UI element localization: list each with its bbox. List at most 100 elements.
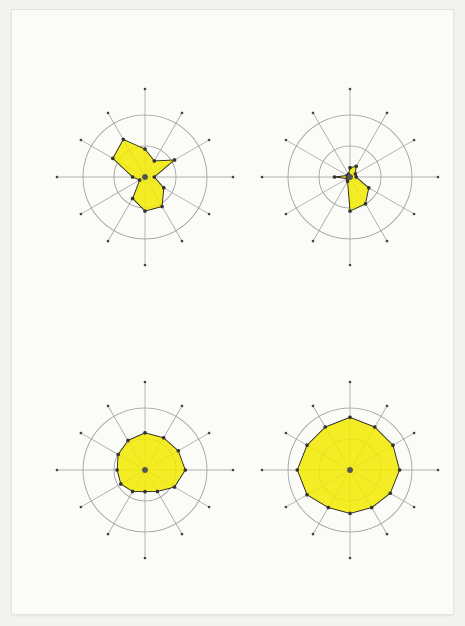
radar-data-point <box>366 186 371 190</box>
radar-data-point <box>369 505 374 510</box>
radar-data-point <box>143 147 147 151</box>
spoke-end-dot <box>180 239 184 243</box>
radar-data-point <box>295 468 300 472</box>
radar-data-point <box>354 175 359 179</box>
radar-center-hub <box>347 174 353 180</box>
spoke-end-dot <box>385 404 389 408</box>
spoke-end-dot <box>79 212 83 216</box>
spoke-end-dot <box>348 87 352 91</box>
radar-data-point <box>143 209 147 213</box>
spoke-end-dot <box>385 111 389 115</box>
spoke-end-dot <box>284 431 288 435</box>
spoke-end-dot <box>385 532 389 536</box>
radar-data-point <box>121 137 126 142</box>
spoke-end-dot <box>231 468 235 472</box>
radar-data-point <box>305 443 309 448</box>
radar-data-point <box>388 491 393 496</box>
spoke-end-dot <box>207 431 211 435</box>
spoke-end-dot <box>260 468 264 472</box>
spoke-end-dot <box>412 138 416 142</box>
radar-data-point <box>172 158 177 162</box>
spoke-end-dot <box>180 111 184 115</box>
radar-chart-bottom-left <box>55 380 235 560</box>
radar-data-point <box>354 164 359 169</box>
radar-series-area <box>296 416 401 514</box>
radar-center-hub <box>347 467 353 473</box>
spoke-end-dot <box>348 380 352 384</box>
spoke-end-dot <box>143 87 147 91</box>
radar-data-point <box>348 415 352 420</box>
spoke-end-dot <box>55 175 59 179</box>
spoke-end-dot <box>143 263 147 267</box>
spoke-end-dot <box>106 404 110 408</box>
spoke-end-dot <box>207 212 211 216</box>
radar-chart-top-left <box>55 87 235 267</box>
spoke-end-dot <box>55 468 59 472</box>
radar-data-point <box>348 165 352 170</box>
spoke-end-dot <box>207 138 211 142</box>
radar-data-point <box>353 172 358 176</box>
spoke-end-dot <box>385 239 389 243</box>
radar-data-point <box>176 448 181 453</box>
spoke-end-dot <box>79 431 83 435</box>
spoke-end-dot <box>106 239 110 243</box>
radar-data-point <box>137 178 142 182</box>
spoke-end-dot <box>284 505 288 509</box>
radar-data-point <box>363 202 368 206</box>
spoke-end-dot <box>284 138 288 142</box>
spoke-end-dot <box>106 111 110 115</box>
spoke-end-dot <box>348 556 352 560</box>
radar-data-point <box>143 489 147 494</box>
spoke-end-dot <box>231 175 235 179</box>
spoke-end-dot <box>311 239 315 243</box>
radar-data-point <box>323 425 328 429</box>
radar-spoke <box>285 139 351 178</box>
radar-data-point <box>326 505 331 510</box>
radar-spoke <box>312 112 351 178</box>
radar-spoke <box>312 176 351 242</box>
spoke-end-dot <box>79 138 83 142</box>
radar-data-point <box>152 159 157 163</box>
radar-data-point <box>305 493 309 497</box>
radar-data-point <box>110 156 115 161</box>
radar-data-point <box>172 485 177 489</box>
radar-data-point <box>130 489 135 494</box>
radar-data-point <box>155 489 160 494</box>
radar-data-point <box>161 435 166 440</box>
spoke-end-dot <box>311 111 315 115</box>
radar-data-point <box>391 443 395 448</box>
spoke-end-dot <box>180 532 184 536</box>
radar-data-point <box>130 175 135 179</box>
radar-series-area <box>334 165 370 212</box>
radar-center-hub <box>142 467 148 473</box>
spoke-end-dot <box>180 404 184 408</box>
document-sheet <box>12 10 453 614</box>
spoke-end-dot <box>106 532 110 536</box>
radar-data-point <box>373 425 377 429</box>
radar-data-point <box>161 186 166 190</box>
radar-spoke <box>285 176 351 215</box>
radar-data-point <box>130 196 135 201</box>
radar-spoke <box>349 139 415 178</box>
radar-data-point <box>116 452 120 457</box>
radar-data-point <box>345 179 350 184</box>
spoke-end-dot <box>284 212 288 216</box>
radar-chart-top-right <box>260 87 440 267</box>
radar-data-point <box>348 209 352 213</box>
spoke-end-dot <box>348 263 352 267</box>
spoke-end-dot <box>79 505 83 509</box>
radar-data-point <box>397 468 402 472</box>
spoke-end-dot <box>412 212 416 216</box>
radar-data-point <box>143 431 147 435</box>
radar-spoke <box>80 176 146 215</box>
spoke-end-dot <box>412 505 416 509</box>
radar-data-point <box>152 175 157 179</box>
radar-data-point <box>348 511 352 516</box>
spoke-end-dot <box>143 556 147 560</box>
radar-data-point <box>115 468 119 472</box>
radar-data-point <box>119 482 123 486</box>
radar-data-point <box>126 438 130 443</box>
radar-chart-bottom-right <box>260 380 440 560</box>
spoke-end-dot <box>436 175 440 179</box>
